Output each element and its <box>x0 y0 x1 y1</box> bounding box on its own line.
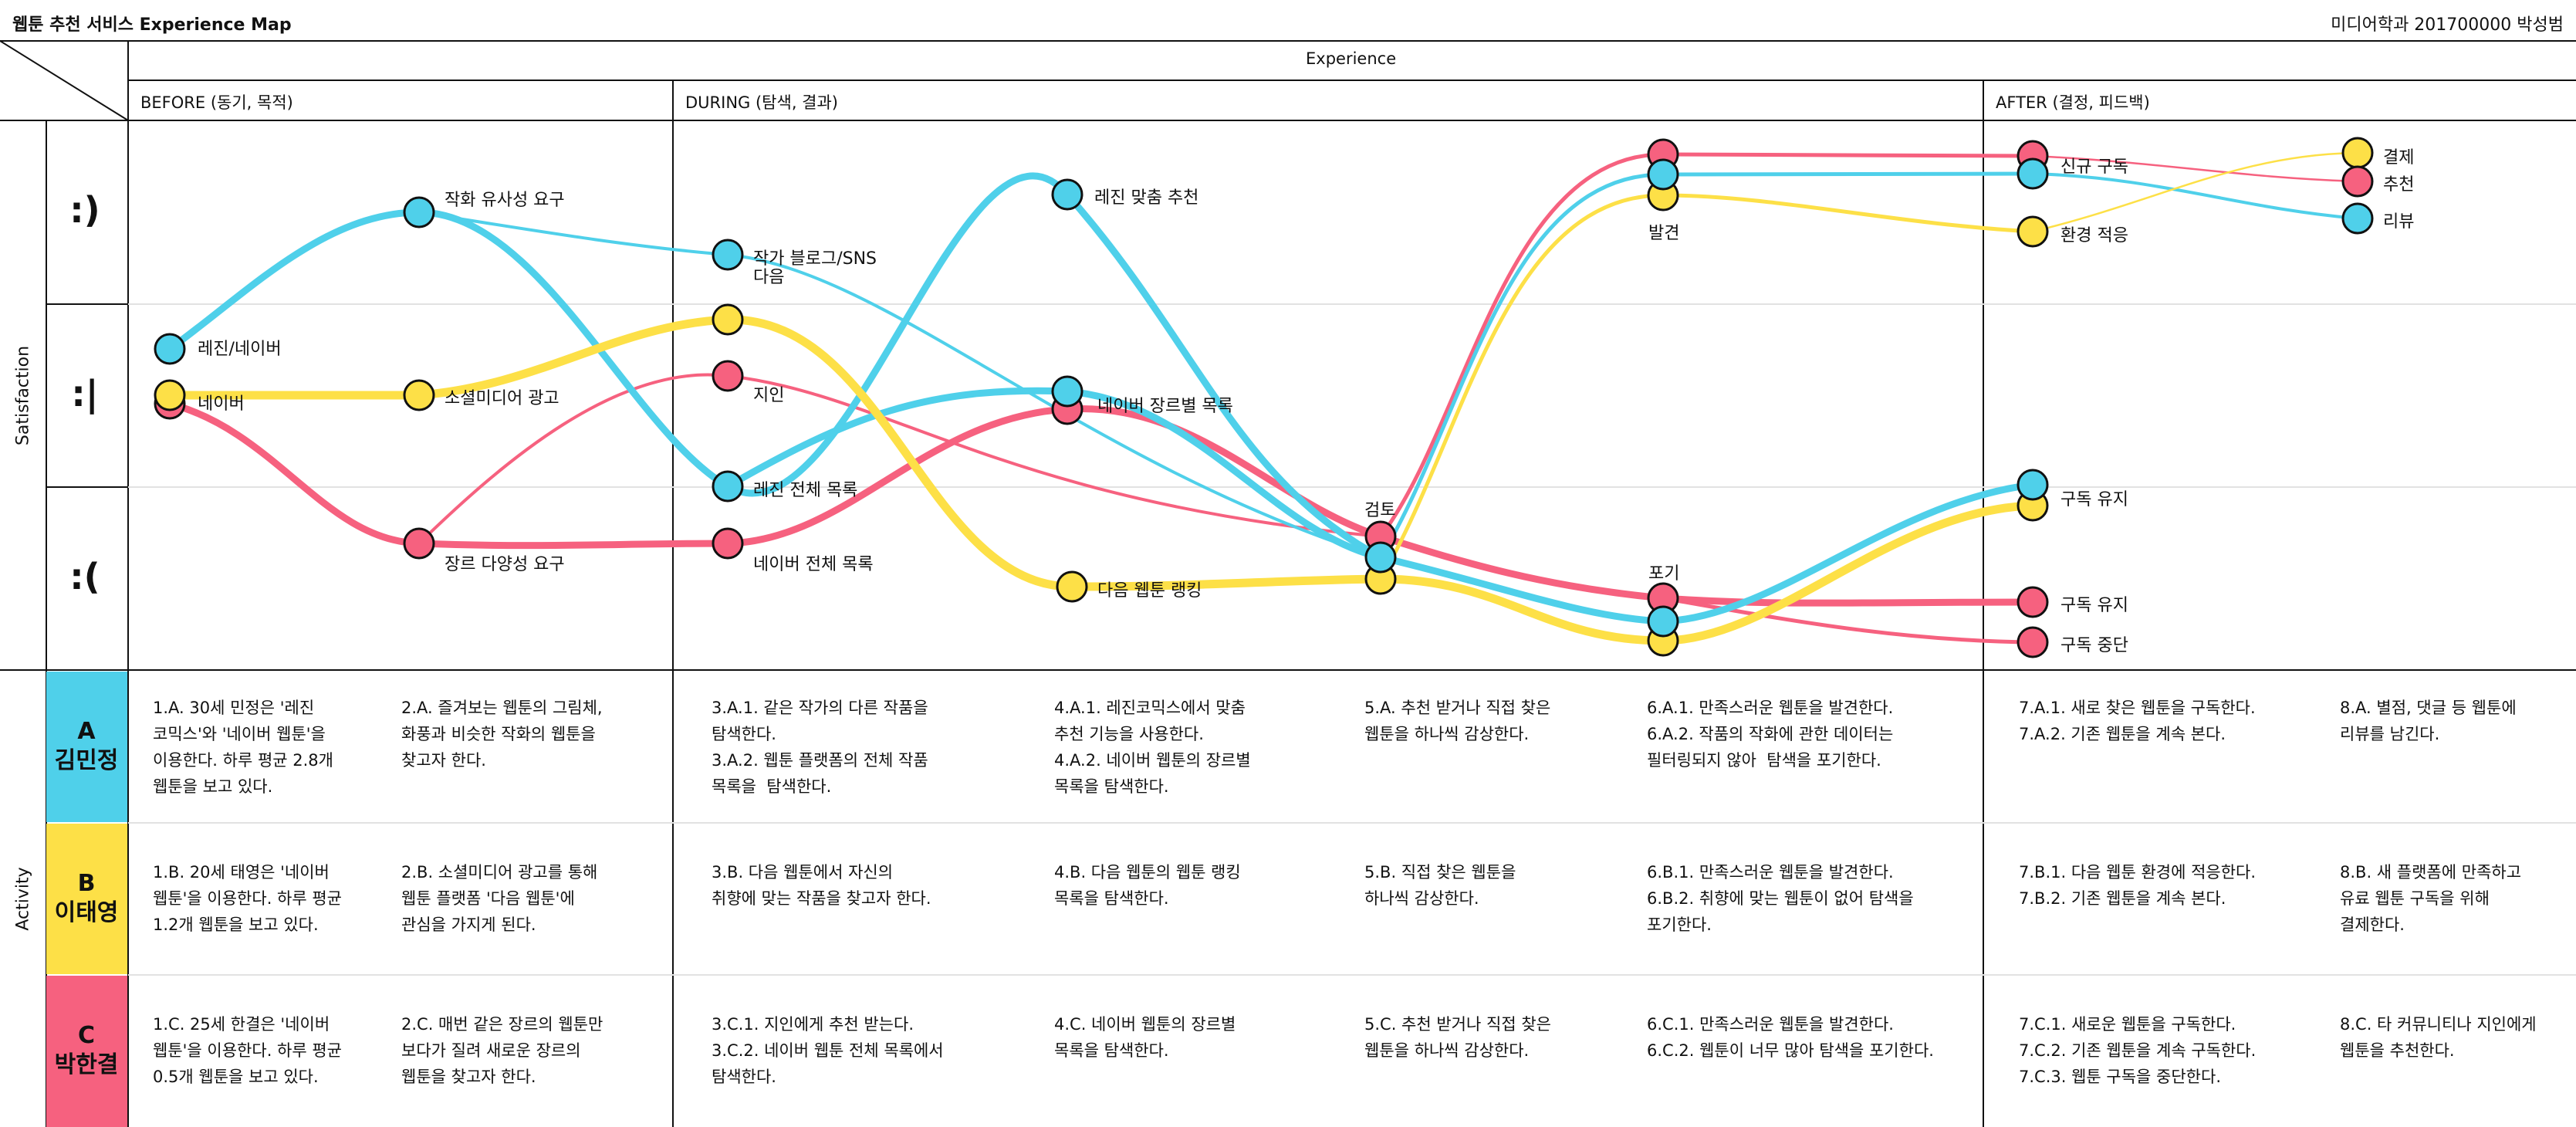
node-label: 환경 적응 <box>2060 226 2128 245</box>
activity-cell: 4.C. 네이버 웹툰의 장르별 목록을 탐색한다. <box>1054 1015 1236 1060</box>
activity-cell: 1.B. 20세 태영은 '네이버 웹툰'을 이용한다. 하루 평균 1.2개 … <box>153 863 342 934</box>
activity-cell: 2.C. 매번 같은 장르의 웹툰만 보다가 질려 새로운 장르의 웹툰을 찾고… <box>401 1015 603 1086</box>
satisfaction-happy: :) <box>69 189 100 231</box>
activity-cell: 5.A. 추천 받거나 직접 찾은 웹툰을 하나씩 감상한다. <box>1364 699 1551 743</box>
phase-before: BEFORE (동기, 목적) <box>140 93 293 112</box>
activity-cell: 1.A. 30세 민정은 '레진 코믹스'와 '네이버 웹툰'을 이용한다. 하… <box>153 699 333 796</box>
node-markers <box>154 137 2374 658</box>
activity-cell: 6.C.1. 만족스러운 웹툰을 발견한다. 6.C.2. 웹툰이 너무 많아 … <box>1647 1015 1934 1060</box>
phase-during: DURING (탐색, 결과) <box>685 93 838 112</box>
activity-cell: 6.A.1. 만족스러운 웹툰을 발견한다. 6.A.2. 작품의 작화에 관한… <box>1647 699 1894 770</box>
node-label: 작가 블로그/SNS <box>753 249 877 269</box>
node-label: 포기 <box>1648 564 1680 584</box>
node-label: 지인 <box>753 386 785 405</box>
node-label: 네이버 장르별 목록 <box>1097 397 1233 416</box>
node-label: 레진 전체 목록 <box>753 481 858 500</box>
persona-name: 김민정 <box>54 747 119 774</box>
activity-cell: 8.B. 새 플랫폼에 만족하고 유료 웹툰 구독을 위해 결제한다. <box>2340 863 2522 934</box>
persona-letter: C <box>77 1022 96 1049</box>
activity-cell: 4.B. 다음 웹툰의 웹툰 랭킹 목록을 탐색한다. <box>1054 863 1241 908</box>
activity-cell: 7.B.1. 다음 웹툰 환경에 적응한다. 7.B.2. 기존 웹툰을 계속 … <box>2019 863 2257 908</box>
node-label: 다음 <box>753 268 785 287</box>
node-label: 신규 구독 <box>2060 157 2128 177</box>
node-label: 결제 <box>2383 148 2415 168</box>
persona-a-block <box>46 672 127 822</box>
activity-cell: 5.C. 추천 받거나 직접 찾은 웹툰을 하나씩 감상한다. <box>1364 1015 1551 1060</box>
activity-cell: 6.B.1. 만족스러운 웹툰을 발견한다. 6.B.2. 취향에 맞는 웹툰이… <box>1647 863 1914 934</box>
persona-name: 이태영 <box>54 899 119 926</box>
satisfaction-label: Satisfaction <box>13 345 33 446</box>
page-title: 웹툰 추천 서비스 Experience Map <box>12 15 292 35</box>
activity-cell: 4.A.1. 레진코믹스에서 맞춤 추천 기능을 사용한다. 4.A.2. 네이… <box>1054 699 1251 796</box>
node-label: 레진/네이버 <box>198 340 282 359</box>
node-label: 레진 맞춤 추천 <box>1094 188 1199 208</box>
persona-name: 박한결 <box>54 1051 119 1078</box>
phase-after: AFTER (결정, 피드백) <box>1996 93 2150 112</box>
activity-cell: 3.C.1. 지인에게 추천 받는다. 3.C.2. 네이버 웹툰 전체 목록에… <box>712 1015 944 1086</box>
activity-cell: 2.A. 즐겨보는 웹툰의 그림체, 화풍과 비슷한 작화의 웹툰을 찾고자 한… <box>401 699 603 770</box>
node-label: 발견 <box>1648 224 1680 243</box>
node-label: 다음 웹툰 랭킹 <box>1097 581 1202 601</box>
persona-c-label: C 박한결 <box>46 1021 127 1080</box>
node-label: 리뷰 <box>2383 212 2415 232</box>
node-label: 장르 다양성 요구 <box>445 555 565 574</box>
author-info: 미디어학과 201700000 박성범 <box>2331 15 2564 35</box>
activity-cell: 3.A.1. 같은 작가의 다른 작품을 탐색한다. 3.A.2. 웹툰 플랫폼… <box>712 699 928 796</box>
activity-cell: 7.C.1. 새로운 웹툰을 구독한다. 7.C.2. 기존 웹툰을 계속 구독… <box>2019 1015 2257 1086</box>
persona-a-label: A 김민정 <box>46 717 127 776</box>
activity-label: Activity <box>13 867 33 931</box>
persona-b-label: B 이태영 <box>46 869 127 928</box>
node-label: 소셜미디어 광고 <box>445 389 559 408</box>
activity-cell: 8.A. 별점, 댓글 등 웹툰에 리뷰를 남긴다. <box>2340 699 2517 743</box>
activity-cell: 7.A.1. 새로 찾은 웹툰을 구독한다. 7.A.2. 기존 웹툰을 계속 … <box>2019 699 2256 743</box>
activity-cell: 5.B. 직접 찾은 웹툰을 하나씩 감상한다. <box>1364 863 1516 908</box>
persona-letter: B <box>77 870 96 897</box>
experience-header: Experience <box>1306 49 1397 68</box>
persona-b-block <box>46 824 127 974</box>
node-label: 검토 <box>1364 501 1396 520</box>
satisfaction-neutral: :| <box>71 373 99 415</box>
activity-cell: 2.B. 소셜미디어 광고를 통해 웹툰 플랫폼 '다음 웹툰'에 관심을 가지… <box>401 863 598 934</box>
light-grid-lines <box>128 303 2576 976</box>
node-label: 구독 유지 <box>2060 596 2128 615</box>
node-label: 네이버 <box>198 394 245 414</box>
activity-cell: 3.B. 다음 웹툰에서 자신의 취향에 맞는 작품을 찾고자 한다. <box>712 863 931 908</box>
node-label: 네이버 전체 목록 <box>753 555 874 574</box>
activity-cell: 1.C. 25세 한결은 '네이버 웹툰'을 이용한다. 하루 평균 0.5개 … <box>153 1015 342 1086</box>
node-label: 추천 <box>2383 175 2415 195</box>
node-label: 작화 유사성 요구 <box>445 191 565 210</box>
node-label: 구독 유지 <box>2060 490 2128 509</box>
node-label: 구독 중단 <box>2060 636 2128 655</box>
persona-c-block <box>46 976 127 1127</box>
persona-letter: A <box>77 718 96 745</box>
satisfaction-sad: :( <box>69 556 100 597</box>
activity-cell: 8.C. 타 커뮤니티나 지인에게 웹툰을 추천한다. <box>2340 1015 2537 1060</box>
